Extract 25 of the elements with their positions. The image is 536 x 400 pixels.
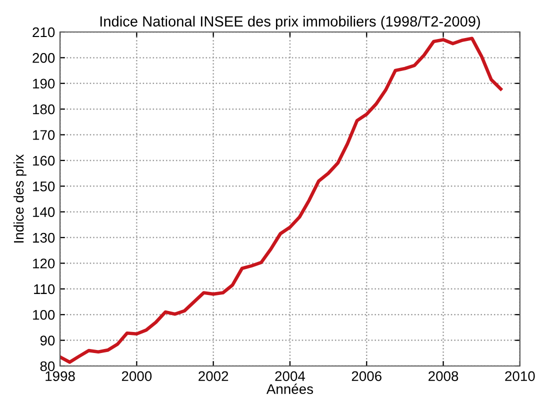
y-tick-label: 210 bbox=[32, 27, 55, 38]
x-tick-label: 2008 bbox=[428, 371, 458, 382]
y-tick-label: 110 bbox=[34, 284, 55, 294]
x-tick-label: 2004 bbox=[275, 371, 306, 382]
y-tick-label: 120 bbox=[33, 258, 55, 268]
x-tick-label: 2000 bbox=[122, 371, 152, 382]
y-tick-label: 140 bbox=[33, 207, 55, 218]
y-tick-label: 90 bbox=[40, 336, 55, 346]
y-tick-label: 190 bbox=[33, 78, 55, 89]
y-tick-label: 170 bbox=[33, 130, 55, 140]
x-axis-title: Années bbox=[266, 384, 314, 394]
x-tick-label: 2002 bbox=[198, 371, 228, 382]
x-tick-label: 1998 bbox=[46, 371, 75, 382]
x-tick-label: 2010 bbox=[505, 371, 535, 382]
x-tick-label: 2006 bbox=[352, 371, 382, 382]
y-axis-title: Indice des prix bbox=[14, 154, 26, 242]
chart-title: Indice National INSEE des prix immobiliers (1998/T2-2009) bbox=[100, 16, 480, 30]
y-tick-label: 80 bbox=[40, 361, 55, 372]
y-tick-label: 150 bbox=[33, 181, 55, 192]
y-tick-label: 100 bbox=[33, 310, 55, 320]
y-tick-label: 130 bbox=[33, 232, 55, 243]
y-tick-label: 200 bbox=[32, 53, 55, 63]
y-tick-label: 160 bbox=[33, 156, 55, 166]
line-series bbox=[60, 36, 502, 364]
y-tick-label: 180 bbox=[33, 104, 55, 114]
